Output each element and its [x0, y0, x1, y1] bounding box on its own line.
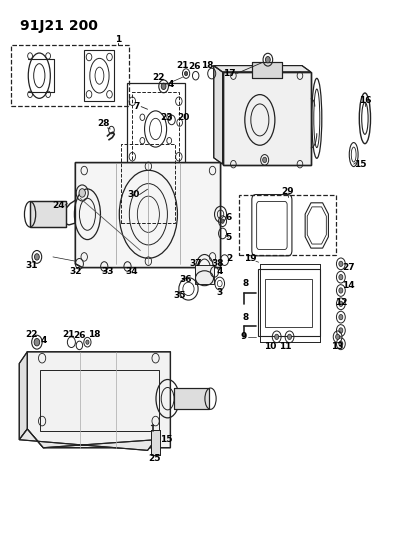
- Text: 22: 22: [152, 73, 165, 82]
- Text: 1: 1: [115, 36, 122, 44]
- Circle shape: [288, 334, 292, 340]
- Text: 23: 23: [160, 113, 173, 122]
- Text: 18: 18: [200, 61, 213, 69]
- Text: 4: 4: [40, 336, 47, 344]
- Circle shape: [339, 261, 343, 266]
- Bar: [11, 45, 130, 107]
- Bar: [84, 50, 115, 101]
- Text: 25: 25: [148, 454, 161, 463]
- Bar: [223, 72, 311, 165]
- Circle shape: [221, 219, 224, 223]
- Circle shape: [339, 288, 343, 293]
- Polygon shape: [214, 66, 223, 164]
- Polygon shape: [27, 352, 170, 448]
- Text: 3: 3: [217, 288, 223, 296]
- Circle shape: [339, 341, 343, 346]
- Circle shape: [339, 301, 343, 306]
- Bar: [265, 279, 312, 327]
- Text: 4: 4: [217, 268, 223, 276]
- Text: 2: 2: [226, 254, 233, 263]
- Circle shape: [339, 314, 343, 320]
- Text: 19: 19: [244, 254, 257, 263]
- Text: 18: 18: [88, 330, 101, 339]
- Circle shape: [263, 157, 267, 163]
- Text: 37: 37: [189, 259, 202, 268]
- Bar: [174, 388, 209, 409]
- Text: 22: 22: [25, 330, 38, 339]
- Bar: [252, 62, 282, 78]
- Polygon shape: [214, 66, 311, 72]
- Bar: [127, 83, 184, 175]
- Text: 38: 38: [211, 259, 224, 268]
- Text: 27: 27: [342, 263, 355, 272]
- Bar: [239, 195, 336, 255]
- Circle shape: [184, 71, 188, 76]
- Polygon shape: [75, 163, 221, 268]
- Text: 10: 10: [265, 342, 277, 351]
- Bar: [174, 388, 209, 409]
- Text: 8: 8: [242, 313, 249, 321]
- Bar: [40, 370, 158, 432]
- Text: 33: 33: [101, 268, 114, 276]
- Bar: [121, 144, 176, 223]
- Text: 29: 29: [282, 188, 294, 196]
- Text: 12: 12: [335, 298, 348, 307]
- Bar: [132, 92, 179, 166]
- Circle shape: [265, 56, 270, 63]
- Bar: [30, 201, 66, 227]
- Circle shape: [339, 274, 343, 280]
- Text: 15: 15: [354, 160, 367, 168]
- Circle shape: [79, 189, 85, 197]
- Text: 14: 14: [342, 281, 354, 289]
- Text: 34: 34: [125, 268, 138, 276]
- Circle shape: [34, 254, 39, 260]
- Text: 36: 36: [179, 275, 192, 284]
- Circle shape: [275, 334, 279, 340]
- Text: 31: 31: [26, 261, 38, 270]
- Text: 21: 21: [62, 330, 75, 339]
- Text: 9: 9: [241, 333, 247, 341]
- Text: 7: 7: [133, 102, 140, 111]
- Bar: [151, 430, 160, 455]
- Text: 35: 35: [173, 292, 186, 300]
- Text: 11: 11: [279, 342, 292, 351]
- Circle shape: [34, 338, 40, 346]
- Text: 32: 32: [69, 268, 82, 276]
- Text: 17: 17: [223, 69, 236, 78]
- Circle shape: [339, 328, 343, 333]
- Circle shape: [86, 340, 89, 344]
- Polygon shape: [19, 352, 27, 440]
- Polygon shape: [19, 429, 156, 450]
- Bar: [195, 265, 213, 284]
- Text: 6: 6: [225, 213, 232, 222]
- Text: 4: 4: [167, 80, 174, 88]
- Text: 28: 28: [97, 119, 110, 128]
- Text: 91J21 200: 91J21 200: [20, 19, 98, 33]
- Bar: [223, 72, 311, 165]
- Text: 26: 26: [188, 62, 201, 70]
- Text: 15: 15: [160, 435, 173, 444]
- Text: 20: 20: [178, 113, 190, 122]
- Text: 21: 21: [176, 61, 189, 69]
- Text: 13: 13: [331, 342, 344, 351]
- Text: 5: 5: [225, 233, 232, 241]
- Bar: [151, 430, 160, 455]
- Bar: [257, 270, 320, 336]
- Text: 30: 30: [127, 190, 139, 199]
- Text: 16: 16: [359, 96, 372, 104]
- Text: 24: 24: [52, 201, 65, 209]
- Circle shape: [161, 83, 166, 90]
- Bar: [252, 62, 282, 78]
- Text: 8: 8: [242, 279, 249, 288]
- Bar: [30, 201, 66, 227]
- Text: 26: 26: [73, 332, 86, 340]
- Circle shape: [336, 334, 340, 340]
